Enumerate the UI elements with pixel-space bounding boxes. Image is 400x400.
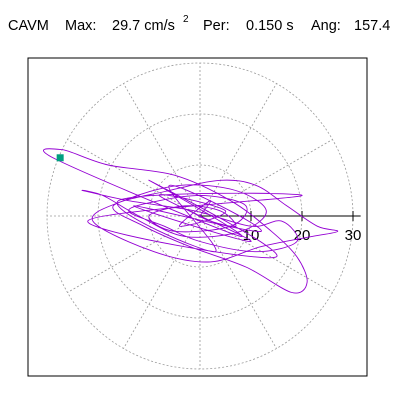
max-value: 29.7 cm/s — [112, 18, 175, 34]
ang-value: 157.4 — [354, 18, 391, 34]
plot-frame — [27, 57, 368, 377]
acceleration-trace — [42, 148, 339, 294]
header-bar: CAVM Max: 29.7 cm/s 2 Per: 0.150 s Ang: … — [8, 14, 400, 40]
ang-label: Ang: — [311, 18, 341, 34]
grid-spoke-240 — [123, 215, 201, 349]
per-value: 0.150 s — [246, 18, 294, 34]
radial-tick-label-30: 30 — [345, 227, 362, 244]
max-label: Max: — [65, 18, 97, 34]
per-label: Per: — [203, 18, 230, 34]
max-exponent: 2 — [183, 14, 189, 25]
grid-spoke-30 — [199, 139, 333, 217]
trace-line — [42, 148, 339, 294]
station-name: CAVM — [8, 18, 49, 34]
grid-spoke-210 — [67, 215, 201, 293]
peak-marker — [56, 154, 64, 162]
grid-spoke-300 — [199, 215, 277, 349]
grid-spoke-150 — [67, 139, 201, 217]
grid-spoke-60 — [199, 83, 277, 217]
radial-tick-label-20: 20 — [294, 227, 311, 244]
peak-marker-group — [56, 154, 64, 162]
